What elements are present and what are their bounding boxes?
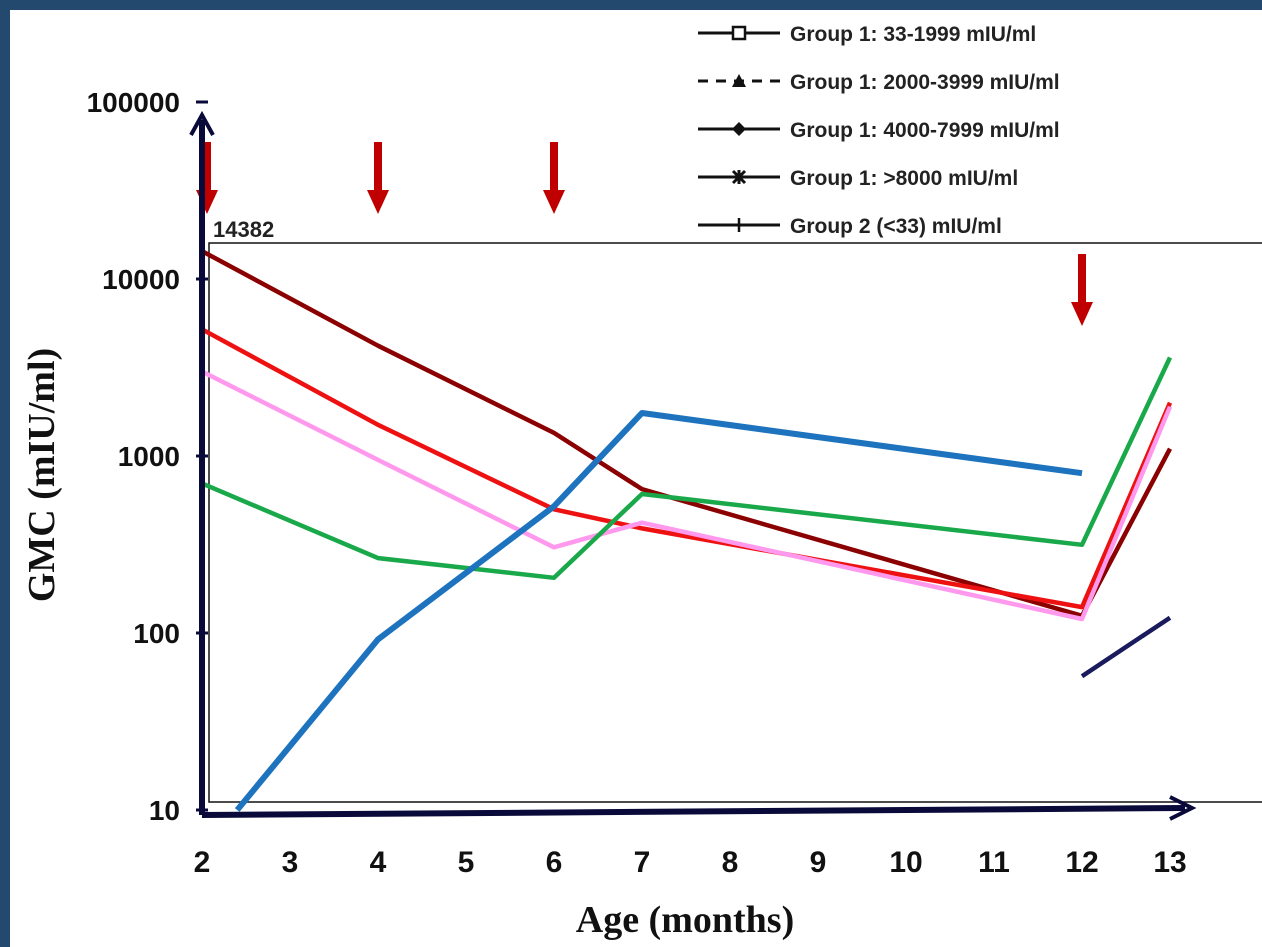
arrow-layer [196, 142, 1093, 326]
vaccination-arrow [1071, 254, 1093, 326]
legend-entry: Group 1: 2000-3999 mIU/ml [698, 71, 1060, 94]
x-tick-label: 12 [1065, 846, 1098, 879]
x-tick-label: 5 [458, 846, 475, 879]
y-tick-label: 100000 [87, 87, 180, 118]
vaccination-arrow [367, 142, 389, 214]
x-tick-label: 8 [722, 846, 739, 879]
series-line-2 [200, 327, 1173, 610]
legend-entry: Group 1: >8000 mIU/ml [698, 167, 1018, 190]
plot-frame [208, 242, 1262, 803]
legend-label: Group 1: 33-1999 mIU/ml [790, 23, 1036, 46]
x-tick-label: 6 [546, 846, 563, 879]
legend: Group 1: 33-1999 mIU/ml Group 1: 2000-399… [698, 23, 1060, 238]
peak-value-annotation: 14382 [213, 217, 274, 242]
gmc-line-chart: 10 100 1000 10000 100000 2 3 4 5 6 7 8 9 10 11 12 13 Ag… [21, 23, 1262, 941]
x-tick-labels: 2 3 4 5 6 7 8 9 10 11 12 13 [194, 846, 1187, 879]
x-tick-label: 10 [889, 846, 922, 879]
x-tick-label: 11 [978, 846, 1010, 879]
x-axis-title: Age (months) [576, 899, 794, 941]
x-tick-label: 9 [810, 846, 827, 879]
y-tick-labels: 10 100 1000 10000 100000 [87, 87, 208, 826]
x-tick-label: 2 [194, 846, 211, 879]
vaccination-arrow [543, 142, 565, 214]
chart-canvas: 10 100 1000 10000 100000 2 3 4 5 6 7 8 9 10 11 12 13 Ag… [10, 10, 1262, 947]
legend-label: Group 1: >8000 mIU/ml [790, 167, 1018, 190]
series-line-1 [200, 249, 1172, 619]
series-line-5 [234, 410, 1083, 812]
y-tick-label: 10 [149, 795, 180, 826]
x-axis [201, 805, 1186, 818]
legend-marker-asterisk-icon [731, 169, 747, 185]
legend-label: Group 2 (<33) mIU/ml [790, 215, 1002, 238]
legend-entry: Group 1: 4000-7999 mIU/ml [698, 119, 1060, 142]
legend-entry: Group 1: 33-1999 mIU/ml [698, 23, 1036, 46]
x-tick-label: 3 [282, 846, 299, 879]
y-axis-title: GMC (mIU/ml) [21, 348, 63, 602]
y-tick-label: 100 [133, 618, 180, 649]
y-tick-label: 10000 [102, 264, 180, 295]
legend-label: Group 1: 4000-7999 mIU/ml [790, 119, 1060, 142]
legend-marker-diamond-icon [732, 122, 746, 136]
series-line-6 [1080, 615, 1172, 679]
x-tick-label: 4 [370, 846, 387, 879]
y-axis-arrowhead [189, 110, 215, 136]
series-layer [200, 249, 1173, 812]
x-tick-label: 7 [634, 846, 651, 879]
x-tick-label: 13 [1153, 846, 1186, 879]
legend-marker-square-icon [731, 25, 747, 41]
legend-entry: Group 2 (<33) mIU/ml [698, 215, 1002, 238]
x-axis-arrowhead [1169, 795, 1197, 821]
legend-marker-triangle-icon [732, 74, 746, 87]
series-line-4 [201, 356, 1173, 581]
y-tick-label: 1000 [118, 441, 180, 472]
legend-label: Group 1: 2000-3999 mIU/ml [790, 71, 1060, 94]
